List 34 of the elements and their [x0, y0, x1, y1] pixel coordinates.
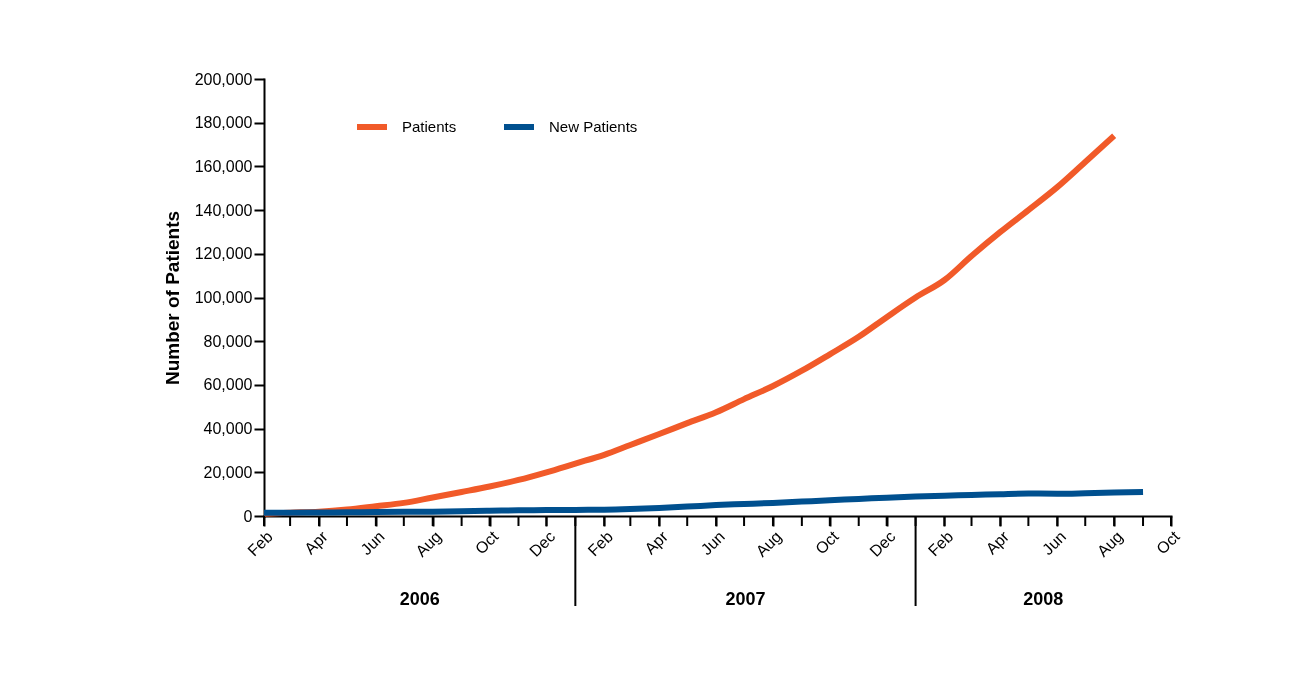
- x-tick-label: Feb: [924, 527, 957, 560]
- x-tick-label: Feb: [244, 527, 276, 560]
- x-tick-label: Apr: [982, 527, 1013, 558]
- y-tick-label: 100,000: [194, 289, 253, 306]
- x-tick-label: Apr: [301, 527, 332, 558]
- x-tick-label: Dec: [526, 527, 559, 560]
- x-tick-label: Dec: [866, 527, 899, 560]
- y-tick-label: 140,000: [194, 201, 253, 219]
- x-tick-label: Aug: [752, 527, 785, 560]
- text: 2006: [399, 589, 440, 609]
- y-tick-label: 40,000: [203, 420, 253, 438]
- x-tick-label: Jun: [697, 527, 728, 559]
- text: 2007: [725, 589, 766, 609]
- legend-label: Patients: [402, 118, 457, 135]
- y-tick-label: 60,000: [203, 376, 253, 394]
- y-tick-label: 180,000: [194, 114, 253, 132]
- x-tick-label: Aug: [412, 527, 445, 560]
- x-tick-label: Jun: [1038, 527, 1070, 559]
- x-tick-label: Apr: [641, 527, 672, 558]
- x-tick-label: Aug: [1093, 527, 1126, 560]
- x-tick-label: Jun: [357, 527, 388, 559]
- y-tick-label: 120,000: [194, 245, 253, 263]
- y-axis-title: Number of Patients: [161, 210, 183, 386]
- y-tick-label: 80,000: [203, 332, 253, 350]
- x-tick-label: Feb: [584, 527, 617, 560]
- y-tick-label: 0: [243, 507, 253, 525]
- legend-label: New Patients: [549, 118, 638, 135]
- x-tick-label: Oct: [812, 527, 843, 558]
- y-tick-label: 20,000: [203, 463, 253, 481]
- x-tick-label: Oct: [1153, 527, 1184, 558]
- y-tick-label: 200,000: [194, 70, 253, 88]
- text: 2008: [1023, 589, 1064, 609]
- y-tick-label: 160,000: [194, 157, 253, 175]
- x-tick-label: Oct: [471, 527, 502, 558]
